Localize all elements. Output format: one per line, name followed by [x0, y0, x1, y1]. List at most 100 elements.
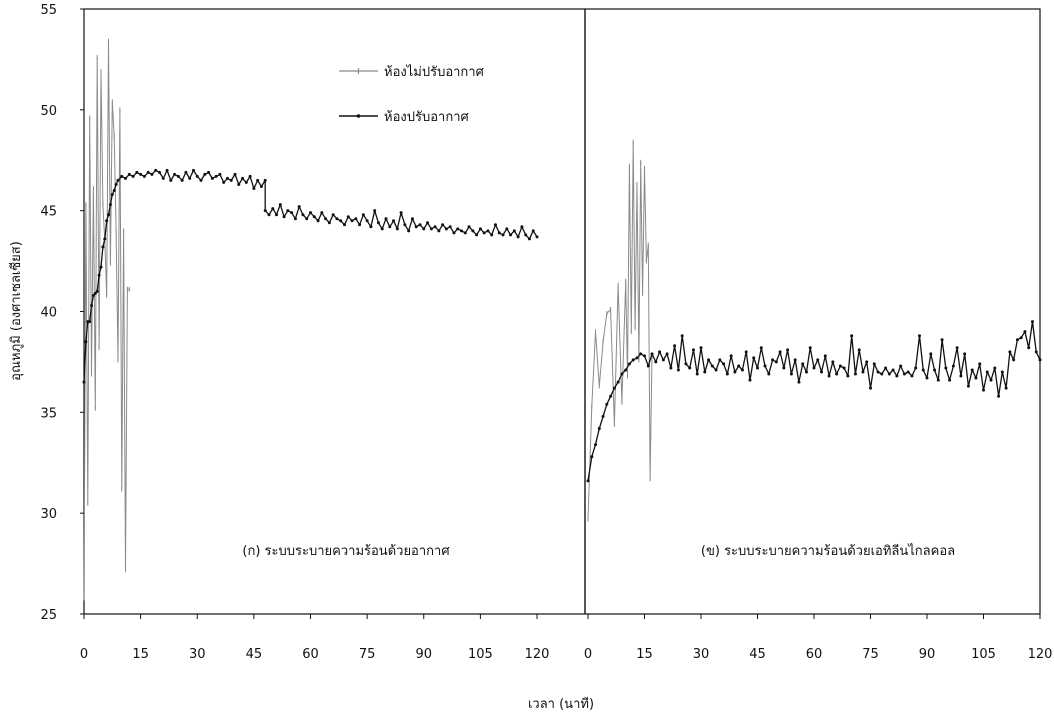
data-point-conditioned: [282, 215, 286, 219]
data-point-conditioned: [82, 380, 86, 384]
x-tick-label: 15: [636, 647, 653, 662]
data-point-conditioned: [835, 372, 839, 376]
data-point-conditioned: [782, 366, 786, 370]
data-point-conditioned: [524, 233, 528, 237]
data-point-conditioned: [688, 366, 692, 370]
data-point-conditioned: [612, 386, 616, 390]
data-point-conditioned: [142, 174, 146, 178]
data-point-conditioned: [471, 229, 475, 233]
data-point-conditioned: [293, 217, 297, 221]
data-point-conditioned: [456, 227, 460, 231]
data-point-conditioned: [691, 348, 695, 352]
data-point-conditioned: [997, 394, 1001, 398]
data-point-conditioned: [620, 372, 624, 376]
data-point-conditioned: [354, 217, 358, 221]
data-point-conditioned: [95, 289, 99, 293]
data-point-conditioned: [107, 213, 111, 217]
data-point-conditioned: [639, 352, 643, 356]
data-point-conditioned: [850, 334, 854, 338]
data-point-conditioned: [631, 358, 635, 362]
data-point-conditioned: [88, 320, 92, 324]
data-point-conditioned: [463, 231, 467, 235]
data-point-conditioned: [127, 172, 131, 176]
data-point-conditioned: [505, 227, 509, 231]
data-point-conditioned: [395, 227, 399, 231]
data-point-conditioned: [176, 174, 180, 178]
data-point-conditioned: [695, 372, 699, 376]
data-point-conditioned: [820, 370, 824, 374]
legend: ห้องไม่ปรับอากาศ ห้องปรับอากาศ: [339, 64, 485, 125]
data-point-conditioned: [497, 231, 501, 235]
data-point-conditioned: [767, 372, 771, 376]
data-point-conditioned: [707, 358, 711, 362]
data-point-conditioned: [120, 174, 124, 178]
data-point-conditioned: [410, 217, 414, 221]
x-axis: 0 15 30 45 60 75 90 105 120 0 15 30 45 60 75 90 105 120: [80, 614, 1053, 662]
data-point-conditioned: [654, 360, 658, 364]
data-point-conditioned: [989, 378, 993, 382]
y-axis: 25 30 35 40 45 50 55: [40, 3, 84, 623]
data-point-conditioned: [493, 223, 497, 227]
data-point-conditioned: [342, 223, 346, 227]
data-point-conditioned: [936, 378, 940, 382]
data-point-conditioned: [376, 221, 380, 225]
data-point-conditioned: [808, 346, 812, 350]
data-point-conditioned: [501, 233, 505, 237]
data-point-conditioned: [388, 225, 392, 229]
data-point-conditioned: [373, 209, 377, 213]
data-point-conditioned: [305, 217, 309, 221]
data-point-conditioned: [673, 344, 677, 348]
data-point-conditioned: [478, 227, 482, 231]
data-point-conditioned: [324, 217, 328, 221]
data-point-conditioned: [887, 372, 891, 376]
data-point-conditioned: [857, 348, 861, 352]
data-point-conditioned: [1030, 320, 1034, 324]
y-tick-label: 50: [40, 104, 57, 119]
data-point-conditioned: [263, 209, 267, 213]
data-point-conditioned: [646, 364, 650, 368]
panel-caption-air: (ก) ระบบระบายความร้อนด้วยอากาศ: [242, 544, 450, 559]
data-point-conditioned: [793, 358, 797, 362]
data-point-conditioned: [823, 354, 827, 358]
data-point-conditioned: [699, 346, 703, 350]
data-point-conditioned: [756, 366, 759, 370]
x-tick-label: 120: [1028, 647, 1053, 662]
x-tick-label: 75: [359, 647, 376, 662]
data-point-conditioned: [925, 376, 929, 380]
data-point-conditioned: [392, 219, 396, 223]
data-point-conditioned: [748, 378, 752, 382]
data-point-conditioned: [801, 362, 805, 366]
data-point-conditioned: [869, 386, 872, 390]
data-point-conditioned: [512, 229, 516, 233]
data-point-conditioned: [955, 346, 959, 350]
data-point-conditioned: [605, 402, 609, 406]
data-point-conditioned: [110, 193, 114, 197]
data-point-conditioned: [131, 174, 135, 178]
data-point-conditioned: [486, 229, 490, 233]
data-point-conditioned: [786, 348, 790, 352]
x-tick-label: 45: [246, 647, 263, 662]
data-point-conditioned: [384, 217, 388, 221]
x-tick-label: 90: [919, 647, 936, 662]
x-axis-label: เวลา (นาที): [528, 696, 594, 712]
data-point-conditioned: [789, 372, 793, 376]
data-point-conditioned: [241, 176, 245, 180]
data-point-conditioned: [1008, 350, 1012, 354]
data-point-conditioned: [884, 366, 888, 370]
data-point-conditioned: [259, 184, 263, 188]
data-point-conditioned: [188, 176, 192, 180]
data-point-conditioned: [191, 168, 195, 172]
data-point-conditioned: [105, 219, 109, 223]
data-point-conditioned: [703, 370, 707, 374]
data-point-conditioned: [831, 360, 835, 364]
x-tick-label: 90: [415, 647, 432, 662]
data-point-conditioned: [403, 223, 407, 227]
data-point-conditioned: [624, 368, 628, 372]
data-point-conditioned: [725, 372, 729, 376]
data-point-conditioned: [112, 189, 116, 192]
x-tick-label: 45: [749, 647, 766, 662]
data-point-conditioned: [520, 225, 524, 229]
data-point-conditioned: [1038, 358, 1042, 362]
x-tick-label: 105: [971, 647, 996, 662]
